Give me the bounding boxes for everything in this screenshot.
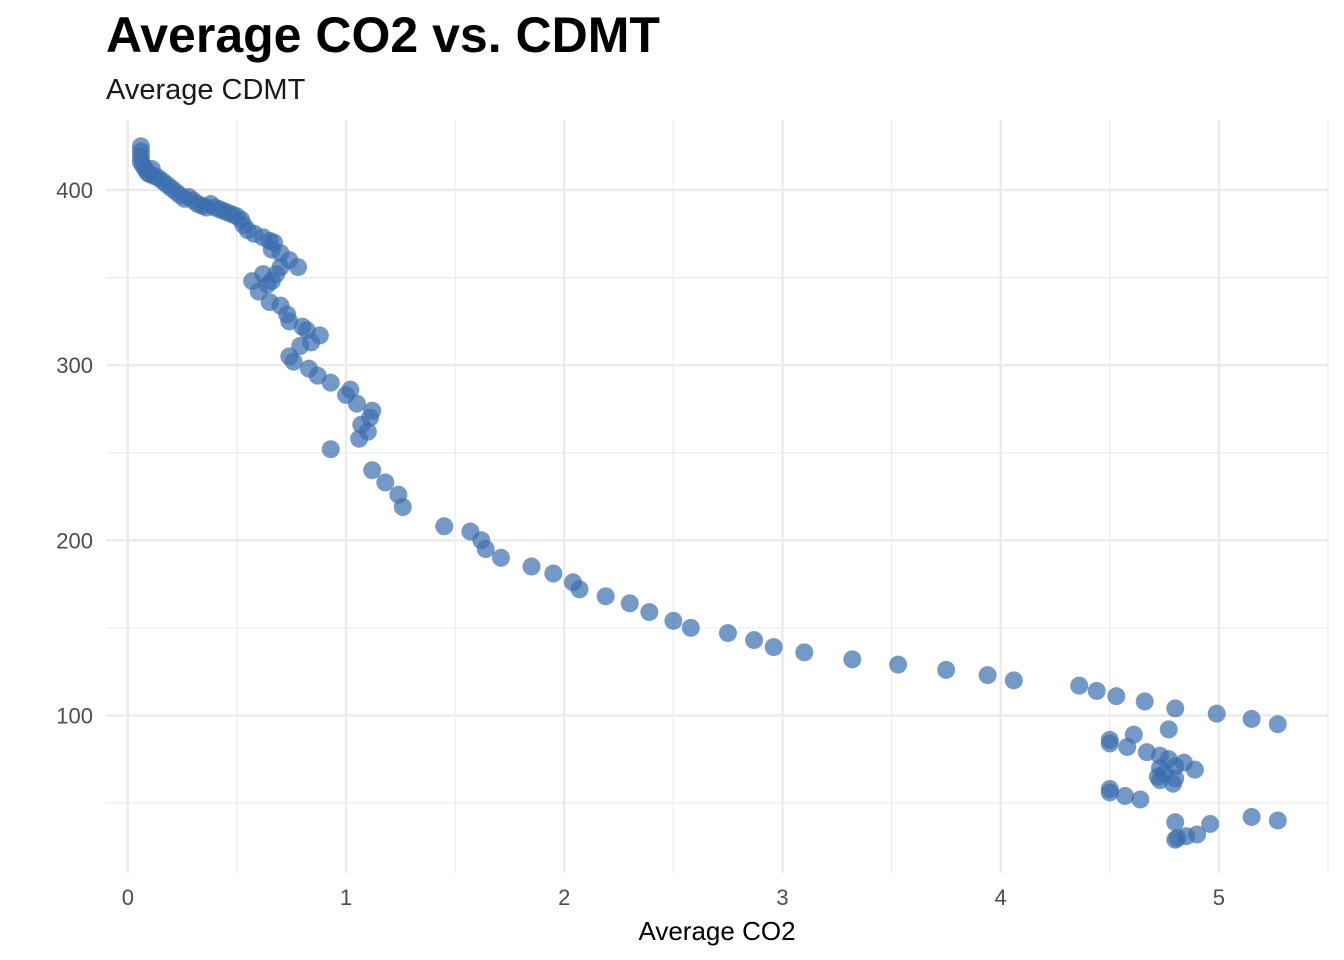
data-point <box>1100 734 1119 753</box>
data-point <box>1159 720 1178 739</box>
data-point <box>1135 692 1154 711</box>
data-point <box>363 461 382 480</box>
data-point <box>664 611 683 630</box>
data-point <box>745 631 764 650</box>
data-point <box>284 352 303 371</box>
data-point <box>718 624 737 643</box>
data-point <box>1166 813 1185 832</box>
y-tick-label: 200 <box>56 528 93 553</box>
data-point <box>1004 671 1023 690</box>
data-point <box>289 258 308 277</box>
data-point <box>681 618 700 637</box>
x-tick-label: 4 <box>995 885 1007 910</box>
x-tick-labels: 0 1 2 3 4 5 <box>122 885 1225 910</box>
x-axis-title: Average CO2 <box>638 916 795 946</box>
data-point <box>1100 783 1119 802</box>
data-point <box>843 650 862 669</box>
data-point <box>1166 830 1185 849</box>
data-point <box>1070 676 1089 695</box>
data-point <box>271 258 290 277</box>
data-point <box>1116 786 1135 805</box>
data-point <box>376 473 395 492</box>
y-tick-label: 300 <box>56 353 93 378</box>
y-tick-label: 400 <box>56 178 93 203</box>
data-point <box>1242 807 1261 826</box>
y-tick-labels: 100 200 300 400 <box>56 178 93 728</box>
data-point <box>596 587 615 606</box>
data-point <box>1201 814 1220 833</box>
data-point <box>1242 709 1261 728</box>
data-point <box>522 557 541 576</box>
y-tick-label: 100 <box>56 703 93 728</box>
x-tick-label: 0 <box>122 885 134 910</box>
data-point <box>889 655 908 674</box>
data-point <box>544 564 563 583</box>
data-point <box>1131 790 1150 809</box>
data-point <box>1185 760 1204 779</box>
data-point <box>764 638 783 657</box>
data-point <box>1107 687 1126 706</box>
data-point <box>491 548 510 567</box>
data-point <box>1166 699 1185 718</box>
data-point <box>1207 704 1226 723</box>
data-point <box>347 394 366 413</box>
data-point <box>1164 774 1183 793</box>
data-point <box>476 540 495 559</box>
data-point <box>435 517 454 536</box>
data-point <box>321 373 340 392</box>
data-point <box>350 429 369 448</box>
data-point <box>620 594 639 613</box>
data-point <box>393 498 412 517</box>
chart-title: Average CO2 vs. CDMT <box>106 7 660 63</box>
x-tick-label: 1 <box>340 885 352 910</box>
chart-subtitle: Average CDMT <box>106 74 306 106</box>
data-point <box>341 380 360 399</box>
x-tick-label: 5 <box>1213 885 1225 910</box>
x-tick-label: 2 <box>558 885 570 910</box>
data-point <box>1268 715 1287 734</box>
points-layer <box>131 137 1287 849</box>
data-point <box>640 603 659 622</box>
grid-layer <box>106 120 1329 873</box>
data-point <box>1268 811 1287 830</box>
data-point <box>795 643 814 662</box>
data-point <box>321 440 340 459</box>
data-point <box>937 660 956 679</box>
data-point <box>978 666 997 685</box>
data-point <box>570 580 589 599</box>
data-point <box>1087 681 1106 700</box>
data-point <box>1118 737 1137 756</box>
x-tick-label: 3 <box>776 885 788 910</box>
